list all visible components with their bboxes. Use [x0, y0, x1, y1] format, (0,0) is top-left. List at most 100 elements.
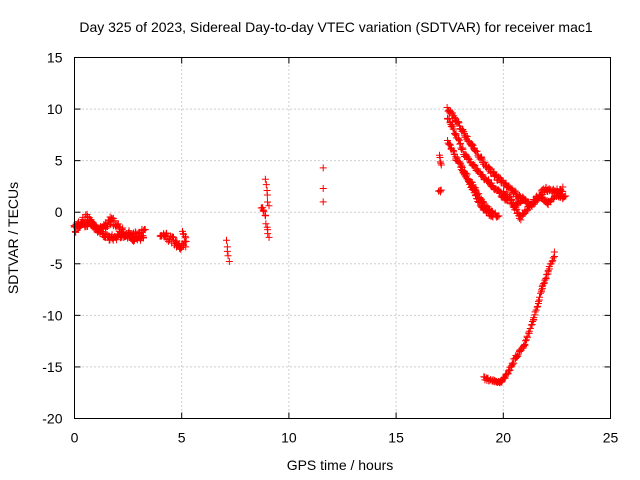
plot-frame: [74, 57, 611, 419]
data-point-marker: [504, 367, 512, 375]
data-point-marker: [495, 212, 503, 220]
y-tick-label: -10: [42, 307, 62, 323]
data-point-marker: [544, 266, 552, 274]
data-point-marker: [549, 254, 557, 262]
data-point-marker: [459, 145, 467, 153]
x-tick-label: 5: [178, 430, 186, 446]
data-point-marker: [224, 252, 232, 260]
data-point-marker: [509, 360, 517, 368]
data-point-marker: [125, 229, 133, 237]
grid-lines: [74, 57, 611, 419]
data-point-marker: [263, 191, 271, 199]
data-point-marker: [111, 217, 119, 225]
data-point-marker: [489, 213, 497, 221]
y-tick-label: -20: [42, 411, 62, 427]
data-point-marker: [223, 247, 231, 255]
data-point-marker: [559, 183, 567, 191]
data-point-marker: [72, 220, 80, 228]
data-point-marker: [455, 119, 463, 127]
data-points: [70, 104, 570, 387]
y-tick-labels: -20 -15 -10 -5 0 5 10 15: [42, 50, 62, 427]
data-point-marker: [463, 132, 471, 140]
data-point-marker: [262, 220, 270, 228]
data-point-marker: [261, 175, 269, 183]
data-point-marker: [174, 241, 182, 249]
data-point-marker: [458, 162, 466, 170]
data-point-marker: [259, 206, 267, 214]
data-point-marker: [262, 181, 270, 189]
data-point-marker: [446, 140, 454, 148]
data-point-marker: [139, 233, 147, 241]
data-point-marker: [532, 306, 540, 314]
y-tick-label: -15: [42, 359, 62, 375]
data-point-marker: [225, 257, 233, 265]
data-point-marker: [450, 125, 458, 133]
data-point-marker: [182, 237, 190, 245]
x-tick-label: 20: [496, 430, 512, 446]
data-point-marker: [461, 169, 469, 177]
data-point-marker: [542, 275, 550, 283]
y-axis-label: SDTVAR / TECUs: [5, 182, 21, 294]
data-point-marker: [533, 303, 541, 311]
data-point-marker: [481, 158, 489, 166]
x-tick-labels: 0 5 10 15 20 25: [71, 430, 619, 446]
y-tick-label: 10: [47, 101, 63, 117]
data-point-marker: [451, 130, 459, 138]
data-point-marker: [454, 135, 462, 143]
data-point-marker: [537, 286, 545, 294]
data-point-marker: [472, 191, 480, 199]
data-point-marker: [562, 192, 570, 200]
data-point-marker: [456, 140, 464, 148]
data-point-marker: [534, 297, 542, 305]
y-tick-label: 0: [55, 204, 63, 220]
data-point-marker: [520, 342, 528, 350]
chart-title: Day 325 of 2023, Sidereal Day-to-day VTE…: [79, 19, 592, 35]
data-point-marker: [468, 140, 476, 148]
x-tick-label: 0: [71, 430, 79, 446]
data-point-marker: [141, 226, 149, 234]
axis-ticks: [74, 57, 611, 419]
data-point-marker: [511, 187, 519, 195]
x-tick-label: 10: [281, 430, 297, 446]
data-point-marker: [451, 113, 459, 121]
data-point-marker: [75, 224, 83, 232]
data-point-marker: [319, 198, 327, 206]
data-point-marker: [222, 236, 230, 244]
data-point-marker: [488, 182, 496, 190]
data-point-marker: [96, 226, 104, 234]
data-point-marker: [264, 230, 272, 238]
data-point-marker: [485, 164, 493, 172]
data-point-marker: [119, 224, 127, 232]
data-point-marker: [537, 289, 545, 297]
data-point-marker: [540, 280, 548, 288]
data-point-marker: [168, 233, 176, 241]
data-point-marker: [262, 212, 270, 220]
data-point-marker: [488, 212, 496, 220]
y-tick-label: 15: [47, 50, 63, 66]
data-point-marker: [265, 202, 273, 210]
data-point-marker: [561, 193, 569, 201]
data-point-marker: [478, 154, 486, 162]
x-tick-label: 15: [388, 430, 404, 446]
data-point-marker: [263, 198, 271, 206]
data-point-marker: [260, 207, 268, 215]
data-point-marker: [473, 147, 481, 155]
data-point-marker: [526, 324, 534, 332]
data-point-marker: [446, 141, 454, 149]
y-tick-label: 5: [55, 153, 63, 169]
data-point-marker: [512, 188, 520, 196]
data-point-marker: [548, 258, 556, 266]
y-tick-label: -5: [50, 256, 63, 272]
data-point-marker: [463, 175, 471, 183]
data-point-marker: [507, 196, 515, 204]
data-point-marker: [535, 293, 543, 301]
data-point-marker: [476, 198, 484, 206]
x-axis-label: GPS time / hours: [287, 457, 394, 473]
data-point-marker: [437, 161, 445, 169]
data-point-marker: [114, 220, 122, 228]
data-point-marker: [437, 186, 445, 194]
data-point-marker: [534, 302, 542, 310]
data-point-marker: [504, 370, 512, 378]
data-point-marker: [543, 271, 551, 279]
data-point-marker: [436, 158, 444, 166]
